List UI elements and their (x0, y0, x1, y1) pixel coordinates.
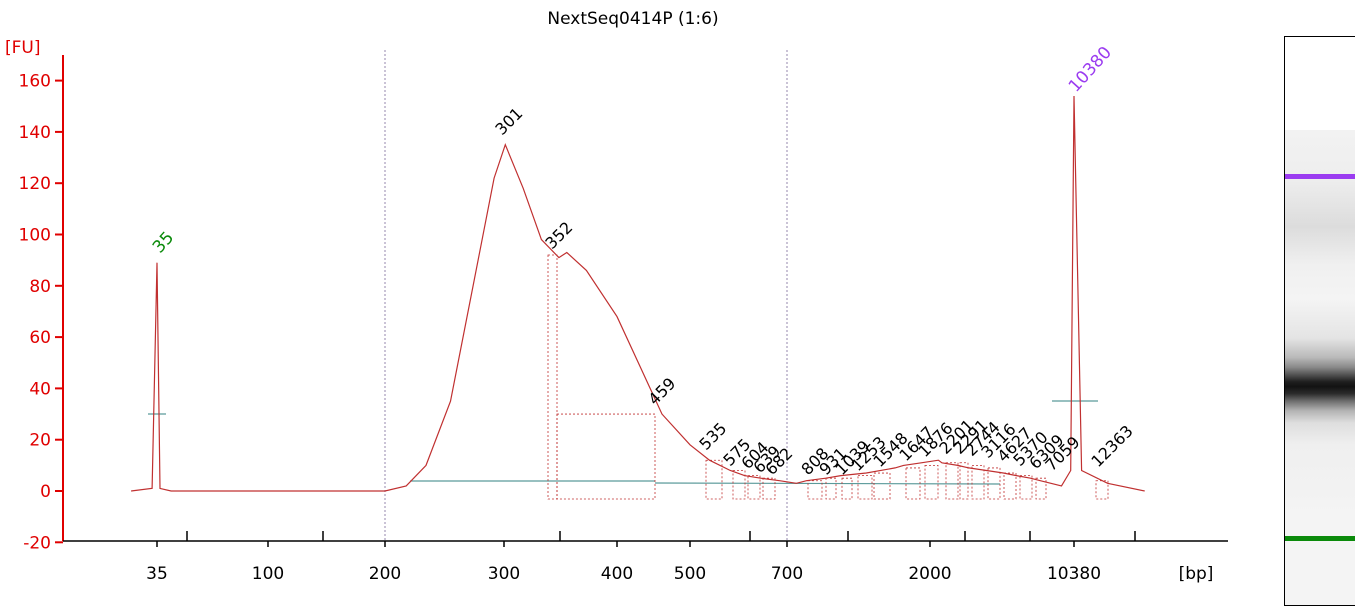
peak-label: 352 (541, 218, 576, 253)
y-tick-label: 40 (29, 379, 51, 399)
x-tick-label: 700 (771, 564, 803, 584)
axes: [FU] -20 0 20 40 60 80 100 120 140 160 35 100 200 300 4… (5, 38, 1228, 584)
y-tick-label: 160 (19, 72, 51, 92)
x-tick-label: 100 (252, 564, 284, 584)
peak-label: 301 (491, 104, 526, 139)
peak-label: 535 (695, 419, 730, 454)
x-tick-label: 2000 (908, 564, 951, 584)
upper-marker-label: 10380 (1065, 43, 1116, 97)
peak-region-box (905, 467, 921, 500)
peak-region-box (762, 477, 776, 500)
peak-region-box (1035, 477, 1047, 500)
y-tick-label: -20 (23, 533, 51, 553)
peak-region-box (825, 477, 837, 500)
gel-lane (1284, 36, 1355, 606)
y-tick-label: 100 (19, 226, 51, 246)
x-tick-label: 10380 (1047, 564, 1101, 584)
y-tick-label: 0 (40, 482, 51, 502)
chart-title: NextSeq0414P (1:6) (547, 9, 718, 29)
peak-region-box (841, 477, 853, 500)
peak-region-box (873, 472, 891, 500)
peak-region-box (1003, 472, 1017, 500)
peak-region-box (747, 475, 761, 500)
baseline-segment (654, 482, 1001, 485)
y-tick-label: 80 (29, 277, 51, 297)
peak-region-box (987, 467, 1001, 500)
trace-line (131, 95, 1145, 492)
x-tick-label: 400 (601, 564, 633, 584)
peak-region-box (959, 462, 969, 500)
peak-region-box (971, 464, 985, 500)
y-tick-label: 120 (19, 174, 51, 194)
x-tick-label: 200 (369, 564, 401, 584)
peak-region-box (556, 413, 656, 500)
peak-region-box (1019, 475, 1033, 500)
x-tick-label: 500 (674, 564, 706, 584)
peak-region-box (945, 462, 959, 500)
peak-region-box (705, 459, 723, 500)
peak-region-box (547, 254, 558, 500)
x-tick-label: 300 (488, 564, 520, 584)
peak-label: 459 (644, 374, 679, 409)
y-tick-label: 60 (29, 328, 51, 348)
gel-lane-bands (1285, 130, 1355, 605)
peak-region-box (857, 475, 873, 500)
lower-marker-band (1285, 536, 1355, 541)
trace-layer (131, 95, 1145, 500)
y-tick-label: 140 (19, 123, 51, 143)
peak-label: 12363 (1087, 421, 1136, 470)
y-tick-label: 20 (29, 431, 51, 451)
lower-marker-label: 35 (149, 228, 178, 257)
peak-region-box (732, 470, 746, 500)
peak-region-box (924, 464, 939, 500)
peak-region-box (1095, 480, 1109, 500)
x-tick-label: 35 (146, 564, 168, 584)
x-axis-unit: [bp] (1179, 564, 1214, 584)
y-axis-label: [FU] (5, 38, 41, 58)
upper-marker-band (1285, 174, 1355, 179)
